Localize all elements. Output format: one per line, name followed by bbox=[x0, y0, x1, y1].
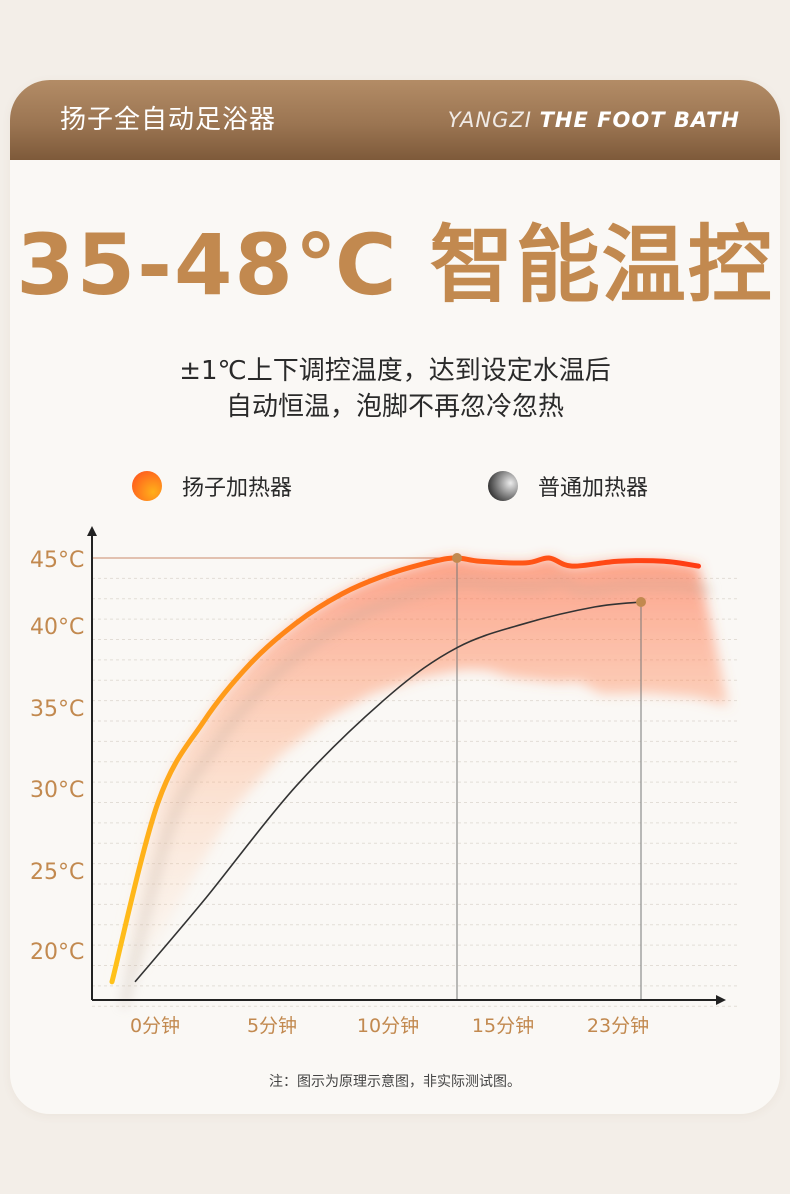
description: ±1℃上下调控温度，达到设定水温后 自动恒温，泡脚不再忽冷忽热 bbox=[10, 353, 780, 425]
normal-heater-line bbox=[134, 601, 642, 983]
brand-english-light: YANGZI bbox=[447, 108, 532, 132]
header-bar: 扬子全自动足浴器 YANGZI THE FOOT BATH bbox=[10, 80, 780, 160]
y-tick-labels: 45°C 40°C 35°C 30°C 25°C 20°C bbox=[30, 548, 84, 965]
legend-dot-normal bbox=[488, 471, 518, 501]
legend-label-normal: 普通加热器 bbox=[538, 476, 649, 501]
y-tick-label: 20°C bbox=[30, 940, 84, 965]
x-tick-labels: 0分钟 5分钟 10分钟 15分钟 23分钟 bbox=[130, 1015, 649, 1037]
x-tick-label: 23分钟 bbox=[587, 1015, 649, 1037]
y-axis-arrow bbox=[87, 526, 97, 536]
yangzi-heater-line bbox=[109, 555, 701, 985]
x-tick-label: 10分钟 bbox=[357, 1015, 419, 1037]
marker-15 bbox=[452, 553, 462, 563]
x-tick-label: 15分钟 bbox=[472, 1015, 534, 1037]
legend-dot-yangzi bbox=[132, 471, 162, 501]
legend-yangzi: 扬子加热器 bbox=[132, 470, 292, 502]
x-tick-label: 5分钟 bbox=[247, 1015, 297, 1037]
legend-label-yangzi: 扬子加热器 bbox=[182, 476, 293, 501]
legend-normal: 普通加热器 bbox=[488, 470, 648, 502]
chart-axes bbox=[87, 526, 726, 1005]
line-markers bbox=[452, 553, 646, 608]
poster-card: 扬子全自动足浴器 YANGZI THE FOOT BATH 35-48℃ 智能温… bbox=[10, 80, 780, 1114]
description-line-2: 自动恒温，泡脚不再忽冷忽热 bbox=[225, 392, 564, 422]
y-tick-label: 30°C bbox=[30, 778, 84, 803]
disclaimer-note: 注：图示为原理示意图，非实际测试图。 bbox=[269, 1074, 521, 1090]
y-tick-label: 25°C bbox=[30, 860, 84, 885]
brand-english: YANGZI THE FOOT BATH bbox=[448, 100, 740, 140]
headline: 35-48℃ 智能温控 bbox=[16, 216, 774, 314]
x-axis-arrow bbox=[716, 995, 726, 1005]
y-tick-label: 45°C bbox=[30, 548, 84, 573]
yangzi-line-shadow bbox=[121, 579, 711, 1007]
y-tick-label: 35°C bbox=[30, 697, 84, 722]
temperature-chart: 45°C 40°C 35°C 30°C 25°C 20°C 0分钟 5分钟 10分钟 15分钟 2… bbox=[30, 526, 740, 1037]
brand-title: 扬子全自动足浴器 bbox=[60, 105, 277, 135]
description-line-1: ±1℃上下调控温度，达到设定水温后 bbox=[179, 356, 611, 386]
marker-23 bbox=[636, 597, 646, 608]
y-tick-label: 40°C bbox=[30, 615, 84, 640]
drop-lines bbox=[456, 558, 642, 1000]
x-tick-label: 0分钟 bbox=[130, 1015, 180, 1037]
yangzi-heat-area bbox=[112, 557, 729, 982]
brand-english-bold: THE FOOT BATH bbox=[539, 108, 740, 132]
